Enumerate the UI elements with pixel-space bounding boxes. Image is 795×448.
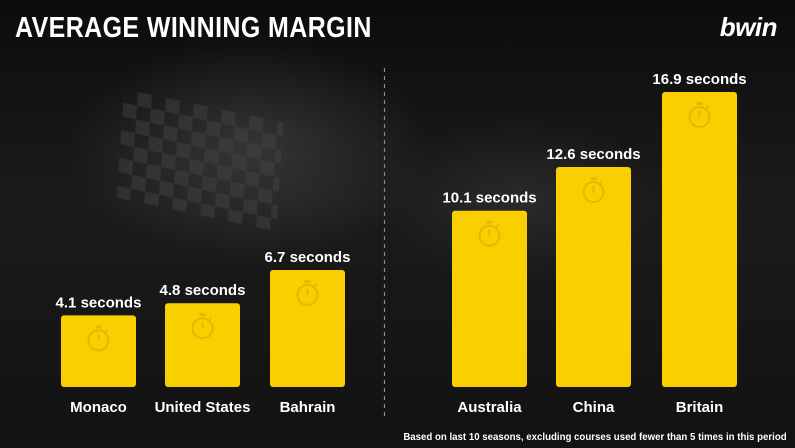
category-label-bahrain: Bahrain: [280, 399, 336, 416]
category-label-china: China: [573, 399, 615, 416]
bar-united-states: [165, 303, 240, 387]
value-label-china: 12.6 seconds: [546, 146, 640, 163]
chart-title: AVERAGE WINNING MARGIN: [15, 12, 372, 44]
category-label-australia: Australia: [457, 399, 522, 416]
bar-bahrain: [270, 270, 345, 387]
stopwatch-icon: [478, 220, 501, 247]
value-label-bahrain: 6.7 seconds: [265, 249, 351, 266]
category-label-britain: Britain: [676, 399, 724, 416]
stopwatch-icon: [191, 313, 214, 340]
value-label-united-states: 4.8 seconds: [160, 282, 246, 299]
value-label-monaco: 4.1 seconds: [56, 294, 142, 311]
value-label-britain: 16.9 seconds: [652, 71, 746, 88]
bar-britain: [662, 92, 737, 387]
category-label-united-states: United States: [155, 399, 251, 416]
bwin-logo: bwin: [719, 12, 778, 42]
category-label-monaco: Monaco: [70, 399, 127, 416]
footnote: Based on last 10 seasons, excluding cour…: [403, 431, 787, 443]
stopwatch-icon: [688, 102, 711, 128]
stopwatch-icon: [582, 177, 605, 204]
stopwatch-icon: [296, 280, 319, 307]
bar-china: [556, 167, 631, 387]
stopwatch-icon: [87, 325, 110, 352]
bar-australia: [452, 210, 527, 387]
value-label-australia: 10.1 seconds: [442, 190, 536, 207]
